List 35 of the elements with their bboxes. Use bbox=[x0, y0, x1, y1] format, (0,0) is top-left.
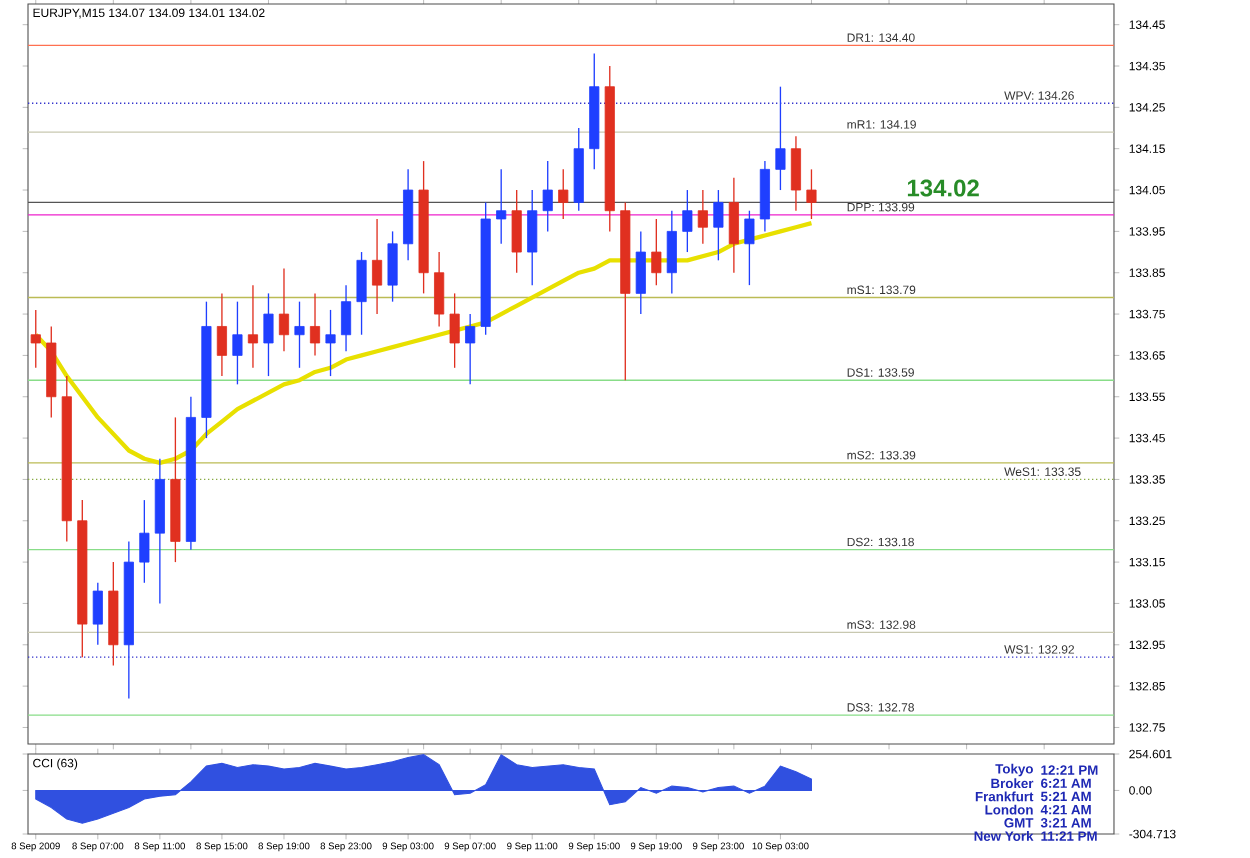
candlestick bbox=[682, 189, 693, 253]
candlestick bbox=[775, 86, 786, 191]
candlestick bbox=[496, 168, 507, 245]
candlestick bbox=[558, 168, 569, 220]
candlestick bbox=[790, 135, 801, 212]
candlestick bbox=[247, 284, 259, 369]
candlestick bbox=[744, 210, 755, 286]
candlestick bbox=[340, 284, 352, 352]
candlestick bbox=[635, 230, 646, 315]
candlestick bbox=[697, 189, 708, 245]
candlestick bbox=[263, 292, 274, 377]
candlestick bbox=[511, 189, 522, 274]
candlestick bbox=[30, 309, 41, 369]
candlestick bbox=[309, 292, 321, 357]
candlestick bbox=[387, 230, 398, 303]
candlestick bbox=[372, 218, 383, 315]
candlestick bbox=[542, 160, 553, 233]
candlestick bbox=[713, 189, 724, 261]
candlestick bbox=[651, 218, 662, 286]
candlestick bbox=[325, 309, 336, 377]
candlestick bbox=[728, 176, 739, 274]
candlestick bbox=[666, 210, 677, 295]
candlestick bbox=[527, 189, 538, 286]
candlestick bbox=[232, 300, 243, 386]
candlestick bbox=[356, 251, 367, 336]
candlestick bbox=[294, 300, 305, 369]
candlestick bbox=[216, 292, 227, 377]
candlestick bbox=[434, 251, 445, 328]
candlestick bbox=[139, 499, 150, 584]
candlestick bbox=[92, 582, 103, 646]
candlestick bbox=[465, 313, 476, 386]
annotation: 134.02 bbox=[907, 179, 979, 197]
candlestick bbox=[806, 168, 817, 220]
candlestick bbox=[278, 267, 290, 352]
candlestick bbox=[449, 292, 460, 369]
